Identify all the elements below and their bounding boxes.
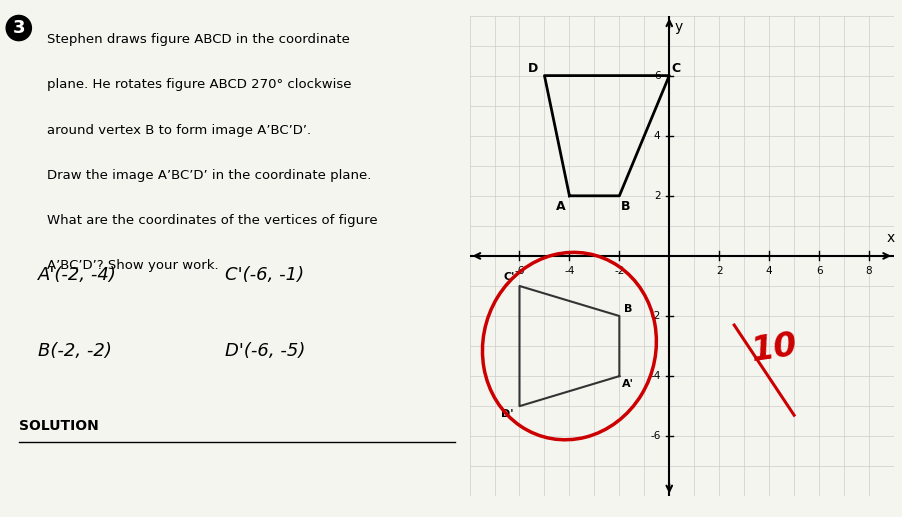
Text: x: x bbox=[886, 232, 894, 246]
Text: 4: 4 bbox=[653, 131, 660, 141]
Text: 6: 6 bbox=[815, 266, 822, 277]
Text: A’BC’D’? Show your work.: A’BC’D’? Show your work. bbox=[47, 259, 218, 272]
Text: A: A bbox=[556, 200, 565, 213]
Text: -6: -6 bbox=[649, 431, 660, 441]
Text: 4: 4 bbox=[765, 266, 771, 277]
Text: 10: 10 bbox=[749, 329, 799, 368]
Text: D: D bbox=[528, 62, 538, 74]
Text: around vertex B to form image A’BC’D’.: around vertex B to form image A’BC’D’. bbox=[47, 124, 310, 136]
Text: 3: 3 bbox=[13, 19, 25, 37]
Text: C: C bbox=[670, 62, 679, 74]
Text: -2: -2 bbox=[613, 266, 624, 277]
Text: D': D' bbox=[501, 408, 512, 419]
Text: 6: 6 bbox=[653, 71, 660, 81]
Text: B: B bbox=[621, 200, 630, 213]
Text: -4: -4 bbox=[564, 266, 574, 277]
Text: Draw the image A’BC’D’ in the coordinate plane.: Draw the image A’BC’D’ in the coordinate… bbox=[47, 169, 371, 182]
Text: D'(-6, -5): D'(-6, -5) bbox=[226, 342, 306, 360]
Text: -4: -4 bbox=[649, 371, 660, 381]
Text: 8: 8 bbox=[865, 266, 871, 277]
Text: y: y bbox=[674, 20, 682, 34]
Text: -6: -6 bbox=[514, 266, 524, 277]
Text: C'(-6, -1): C'(-6, -1) bbox=[226, 266, 304, 284]
Text: A': A' bbox=[621, 378, 633, 389]
Text: B(-2, -2): B(-2, -2) bbox=[38, 342, 111, 360]
Text: 2: 2 bbox=[653, 191, 660, 201]
Text: Stephen draws figure ABCD in the coordinate: Stephen draws figure ABCD in the coordin… bbox=[47, 33, 349, 47]
Text: C': C' bbox=[503, 272, 515, 282]
Text: What are the coordinates of the vertices of figure: What are the coordinates of the vertices… bbox=[47, 214, 377, 227]
Text: SOLUTION: SOLUTION bbox=[19, 419, 98, 433]
Text: A'(-2, -4): A'(-2, -4) bbox=[38, 266, 116, 284]
Text: 2: 2 bbox=[715, 266, 722, 277]
Text: plane. He rotates figure ABCD 270° clockwise: plane. He rotates figure ABCD 270° clock… bbox=[47, 79, 351, 92]
Text: B: B bbox=[623, 303, 631, 313]
Text: -2: -2 bbox=[649, 311, 660, 321]
